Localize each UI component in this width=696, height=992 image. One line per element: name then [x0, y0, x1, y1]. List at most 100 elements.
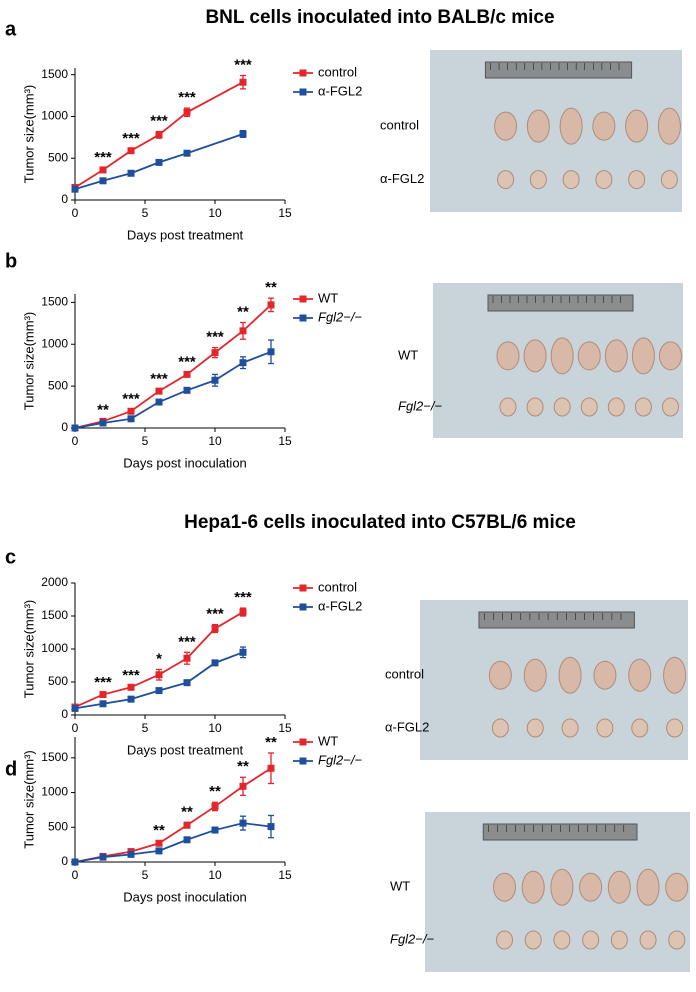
- marker: [99, 177, 107, 185]
- marker: [211, 802, 219, 810]
- tumor: [631, 718, 649, 738]
- tumor: [488, 660, 512, 690]
- y-tick-label: 1500: [41, 295, 68, 309]
- tumor: [582, 930, 600, 950]
- legend-marker: [299, 314, 307, 322]
- marker: [127, 415, 135, 423]
- marker: [155, 387, 163, 395]
- x-axis-label: Days post treatment: [127, 742, 244, 757]
- tumor: [499, 397, 517, 417]
- legend-marker: [299, 603, 307, 611]
- marker: [127, 147, 135, 155]
- tumor: [662, 397, 679, 417]
- marker: [71, 858, 79, 866]
- tumor: [523, 658, 547, 692]
- tumor: [494, 111, 518, 141]
- significance: ***: [150, 112, 168, 129]
- significance: ***: [234, 589, 252, 606]
- tumor: [553, 930, 571, 950]
- marker: [183, 821, 191, 829]
- marker: [183, 654, 191, 662]
- x-tick-label: 15: [278, 206, 292, 220]
- tumor: [634, 397, 652, 417]
- legend-marker: [299, 738, 307, 746]
- y-tick-label: 1000: [41, 785, 68, 799]
- marker: [211, 349, 219, 357]
- marker: [155, 131, 163, 139]
- y-axis-label: Tumor size(mm³): [21, 600, 36, 698]
- tumor: [639, 930, 657, 950]
- y-tick-label: 1500: [41, 608, 68, 622]
- significance: **: [209, 783, 221, 800]
- legend-label: α-FGL2: [318, 83, 362, 98]
- marker: [183, 386, 191, 394]
- marker: [211, 659, 219, 667]
- significance: ***: [206, 329, 224, 346]
- x-tick-label: 15: [278, 868, 292, 882]
- tumor: [580, 397, 598, 417]
- y-tick-label: 500: [48, 150, 68, 164]
- y-tick-label: 1000: [41, 336, 68, 350]
- y-axis-label: Tumor size(mm³): [21, 312, 36, 410]
- significance: **: [237, 303, 249, 320]
- significance: ***: [150, 370, 168, 387]
- marker: [239, 359, 247, 367]
- tumor: [636, 868, 660, 906]
- tumor: [496, 341, 520, 371]
- marker: [211, 625, 219, 633]
- y-tick-label: 1000: [41, 109, 68, 123]
- tumor: [659, 341, 682, 371]
- tumor: [529, 170, 547, 190]
- x-tick-label: 10: [208, 434, 222, 448]
- ruler: [482, 823, 638, 841]
- marker: [155, 671, 163, 679]
- y-tick-label: 500: [48, 378, 68, 392]
- significance: ***: [178, 89, 196, 106]
- legend-label: Fgl2−/−: [318, 309, 362, 324]
- y-tick-label: 2000: [41, 575, 68, 589]
- marker: [183, 679, 191, 687]
- significance: ***: [178, 633, 196, 650]
- tumor: [604, 339, 628, 373]
- photo-label: Fgl2−/−: [398, 398, 442, 413]
- tumor: [524, 930, 542, 950]
- tumor: [553, 397, 571, 417]
- photo-label: WT: [398, 347, 418, 362]
- panel-letter: a: [5, 18, 17, 40]
- photo-label: Fgl2−/−: [390, 931, 434, 946]
- marker: [127, 850, 135, 858]
- marker: [239, 327, 247, 335]
- significance: **: [265, 734, 277, 751]
- significance: ***: [122, 667, 140, 684]
- legend-label: control: [318, 579, 357, 594]
- legend-marker: [299, 69, 307, 77]
- marker: [99, 691, 107, 699]
- marker: [127, 407, 135, 415]
- series-line: [74, 350, 272, 429]
- x-tick-label: 5: [142, 868, 149, 882]
- tumor: [521, 870, 545, 904]
- tumor: [596, 718, 614, 738]
- marker: [183, 108, 191, 116]
- marker: [183, 370, 191, 378]
- tumor: [610, 930, 628, 950]
- panel-letter: b: [5, 250, 17, 272]
- legend-label: WT: [318, 733, 338, 748]
- significance: ***: [234, 56, 252, 73]
- legend-label: α-FGL2: [318, 598, 362, 613]
- marker: [155, 398, 163, 406]
- tumor: [657, 107, 681, 145]
- tumor: [628, 658, 652, 692]
- tumor: [592, 111, 616, 141]
- tumor: [561, 718, 579, 738]
- x-tick-label: 0: [72, 206, 79, 220]
- marker: [239, 819, 247, 827]
- marker: [99, 419, 107, 427]
- y-tick-label: 0: [61, 854, 68, 868]
- y-tick-label: 500: [48, 819, 68, 833]
- y-axis-label: Tumor size(mm³): [21, 750, 36, 848]
- tumor: [526, 718, 544, 738]
- significance: **: [265, 279, 277, 296]
- marker: [155, 687, 163, 695]
